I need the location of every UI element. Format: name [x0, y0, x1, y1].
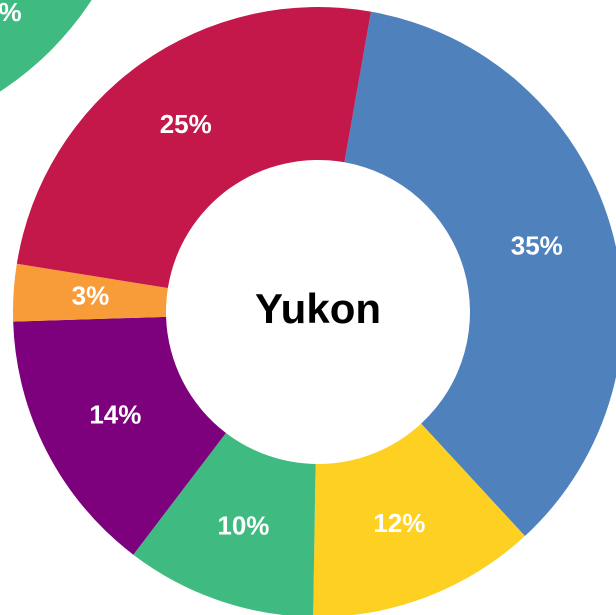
data-label: 10%: [217, 510, 269, 540]
neighbor-chart-fragment: [0, 0, 92, 92]
data-label: 14%: [89, 399, 141, 429]
data-label: 3%: [72, 280, 110, 310]
slice: [16, 7, 371, 288]
slice: [133, 432, 316, 615]
data-label: 25%: [160, 109, 212, 139]
neighbor-label: %: [0, 0, 22, 27]
slice: [12, 263, 168, 322]
slice: [344, 11, 616, 537]
data-label: 35%: [511, 231, 563, 261]
slices: 35% 12% 10% 14% 3% 25%: [12, 7, 616, 615]
slice: [13, 316, 226, 555]
slice: [313, 423, 525, 615]
data-label: 12%: [373, 508, 425, 538]
chart-title: Yukon: [255, 285, 381, 332]
